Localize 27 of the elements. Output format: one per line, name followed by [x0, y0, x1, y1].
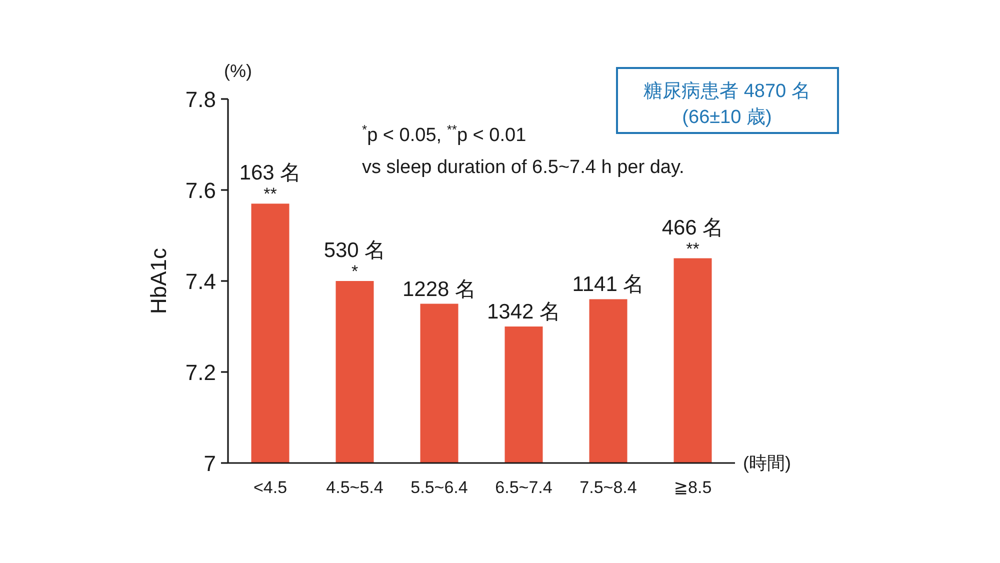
- annotation: 1141 名: [572, 273, 644, 296]
- annotation: 466 名: [662, 216, 724, 240]
- x-tick-label: 5.5~6.4: [410, 478, 468, 497]
- annotation: 1342 名: [486, 300, 561, 324]
- annotation: 糖尿病患者 4870 名: [644, 81, 810, 102]
- y-axis-title: HbA1c: [146, 248, 171, 314]
- annotation: (66±10 歳): [682, 107, 772, 128]
- x-tick-label: ≧8.5: [674, 478, 712, 497]
- y-tick-label: 7.2: [185, 360, 216, 385]
- text: (%): [224, 61, 252, 81]
- annotation: 530 名: [324, 239, 386, 262]
- y-tick-label: 7: [204, 451, 216, 476]
- annotation: 163 名: [239, 162, 302, 185]
- x-axis-title: (時間): [743, 453, 791, 473]
- x-tick-label: 7.5~8.4: [580, 478, 637, 497]
- annotation: **: [686, 239, 700, 258]
- annotation: vs sleep duration of 6.5~7.4 h per day.: [362, 157, 684, 178]
- annotation: 1228 名: [402, 278, 476, 301]
- x-tick-label: <4.5: [253, 478, 288, 497]
- annotation: *: [351, 262, 358, 281]
- annotation: $^{*}$p < 0.05, $^{**}$p < 0.01: [362, 122, 526, 146]
- y-tick-label: 7.8: [185, 87, 216, 112]
- annotation: **: [264, 184, 278, 204]
- y-tick-label: 7.4: [185, 269, 216, 294]
- x-tick-label: 6.5~7.4: [495, 478, 552, 497]
- x-tick-label: 4.5~5.4: [326, 478, 384, 497]
- y-tick-label: 7.6: [185, 178, 216, 203]
